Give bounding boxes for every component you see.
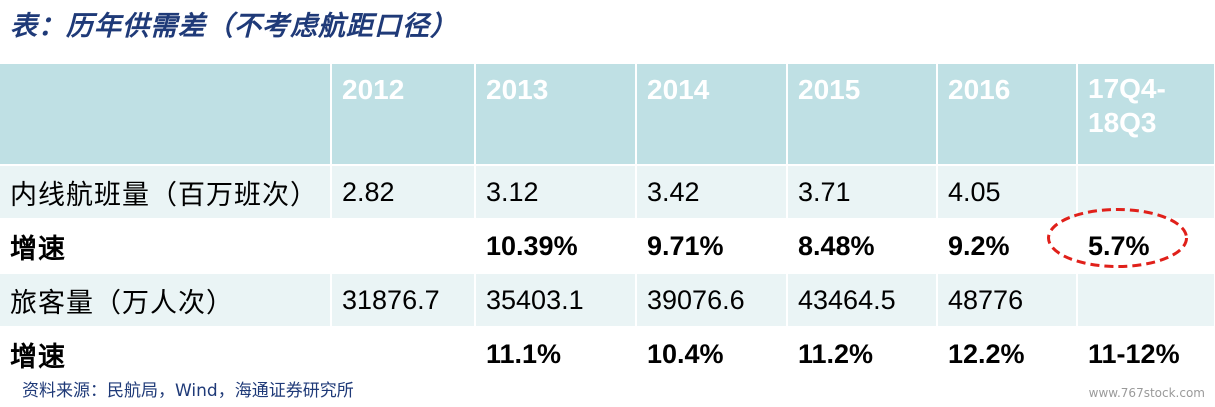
table-cell: 9.2% bbox=[937, 219, 1078, 274]
table-cell bbox=[1077, 165, 1215, 220]
table-cell: 4.05 bbox=[937, 165, 1078, 220]
row-label: 旅客量（万人次） bbox=[0, 273, 332, 328]
table-cell: 8.48% bbox=[787, 219, 938, 274]
table-row: 增速 11.1% 10.4% 11.2% 12.2% 11-12% bbox=[0, 327, 1215, 382]
header-cell-2014: 2014 bbox=[636, 64, 788, 166]
table-row: 内线航班量（百万班次） 2.82 3.12 3.42 3.71 4.05 bbox=[0, 165, 1215, 220]
table-cell: 31876.7 bbox=[331, 273, 476, 328]
table-cell: 2.82 bbox=[331, 165, 476, 220]
table-cell: 39076.6 bbox=[636, 273, 788, 328]
table-cell: 9.71% bbox=[636, 219, 788, 274]
table-cell: 43464.5 bbox=[787, 273, 938, 328]
header-cell-2012: 2012 bbox=[331, 64, 476, 166]
table-cell: 3.71 bbox=[787, 165, 938, 220]
table-cell bbox=[1077, 273, 1215, 328]
source-note: 资料来源：民航局，Wind，海通证券研究所 bbox=[22, 381, 354, 401]
header-cell-2016: 2016 bbox=[937, 64, 1078, 166]
table-cell: 3.12 bbox=[475, 165, 637, 220]
watermark: www.767stock.com bbox=[1088, 386, 1205, 400]
table-header-row: 2012 2013 2014 2015 2016 17Q4-18Q3 bbox=[0, 64, 1215, 166]
table-row: 增速 10.39% 9.71% 8.48% 9.2% 5.7% bbox=[0, 219, 1215, 274]
table-cell: 10.4% bbox=[636, 327, 788, 382]
header-cell-2013: 2013 bbox=[475, 64, 637, 166]
table-cell: 35403.1 bbox=[475, 273, 637, 328]
table-cell: 3.42 bbox=[636, 165, 788, 220]
table-row: 旅客量（万人次） 31876.7 35403.1 39076.6 43464.5… bbox=[0, 273, 1215, 328]
row-label: 内线航班量（百万班次） bbox=[0, 165, 332, 220]
highlight-ellipse bbox=[1047, 208, 1188, 268]
table-cell: 11-12% bbox=[1077, 327, 1215, 382]
supply-demand-table: 2012 2013 2014 2015 2016 17Q4-18Q3 内线航班量… bbox=[0, 64, 1215, 382]
table-cell bbox=[331, 219, 476, 274]
header-cell-17q4-18q3: 17Q4-18Q3 bbox=[1077, 64, 1215, 166]
table-cell: 11.1% bbox=[475, 327, 637, 382]
highlight-ellipse-shape bbox=[1047, 208, 1188, 268]
page-title: 表：历年供需差（不考虑航距口径） bbox=[10, 11, 458, 42]
highlighted-cell: 5.7% bbox=[1077, 219, 1215, 274]
header-cell-blank bbox=[0, 64, 332, 166]
row-label: 增速 bbox=[0, 219, 332, 274]
header-cell-2015: 2015 bbox=[787, 64, 938, 166]
table-cell: 48776 bbox=[937, 273, 1078, 328]
table-cell bbox=[331, 327, 476, 382]
table-cell: 12.2% bbox=[937, 327, 1078, 382]
table-cell: 10.39% bbox=[475, 219, 637, 274]
row-label: 增速 bbox=[0, 327, 332, 382]
table-cell: 11.2% bbox=[787, 327, 938, 382]
